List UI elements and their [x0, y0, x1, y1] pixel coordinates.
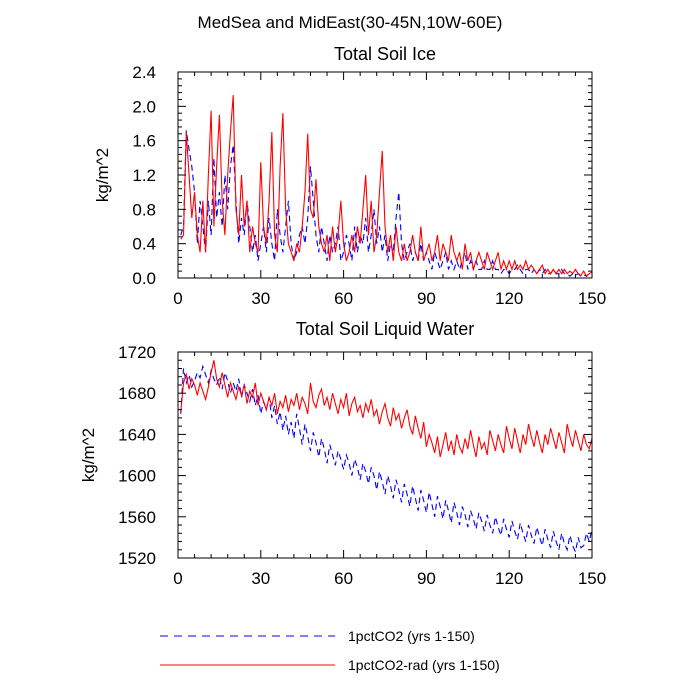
- x-tick-label: 150: [578, 289, 606, 308]
- y-tick-label: 0.4: [132, 235, 156, 254]
- x-tick-label: 120: [495, 569, 523, 588]
- series-line-red: [180, 360, 592, 458]
- figure-title: MedSea and MidEast(30-45N,10W-60E): [198, 13, 503, 32]
- legend-label: 1pctCO2 (yrs 1-150): [348, 628, 475, 644]
- y-tick-label: 0.8: [132, 200, 156, 219]
- x-tick-label: 60: [334, 289, 353, 308]
- series-line-blue: [180, 130, 592, 278]
- x-tick-label: 150: [578, 569, 606, 588]
- x-tick-label: 120: [495, 289, 523, 308]
- x-tick-label: 0: [173, 289, 182, 308]
- panel-title: Total Soil Ice: [334, 44, 436, 64]
- y-tick-label: 1.2: [132, 166, 156, 185]
- legend-label: 1pctCO2-rad (yrs 1-150): [348, 657, 500, 673]
- series-group: [180, 95, 592, 278]
- y-tick-label: 1640: [118, 425, 156, 444]
- x-tick-label: 90: [417, 289, 436, 308]
- plot-frame: [177, 351, 593, 559]
- y-tick-label: 1520: [118, 549, 156, 568]
- legend: 1pctCO2 (yrs 1-150) 1pctCO2-rad (yrs 1-15…: [160, 628, 500, 673]
- x-tick-label: 0: [173, 569, 182, 588]
- y-tick-label: 0.0: [132, 269, 156, 288]
- panel-title: Total Soil Liquid Water: [296, 319, 474, 339]
- y-tick-label: 1.6: [132, 132, 156, 151]
- series-line-red: [180, 95, 592, 278]
- x-tick-label: 60: [334, 569, 353, 588]
- y-tick-label: 1680: [118, 384, 156, 403]
- series-group: [180, 360, 592, 554]
- x-tick-label: 30: [251, 569, 270, 588]
- x-tick-label: 30: [251, 289, 270, 308]
- y-tick-label: 1560: [118, 508, 156, 527]
- series-line-blue: [180, 364, 592, 554]
- panel-total-soil-ice: Total Soil Ice kg/m^2 0 30 60 90 120 150 0.0 0.4 0…: [93, 44, 606, 308]
- plot-frame: [177, 71, 593, 279]
- y-tick-label: 1600: [118, 467, 156, 486]
- y-tick-label: 2.0: [132, 97, 156, 116]
- x-tick-label: 90: [417, 569, 436, 588]
- y-axis-label: kg/m^2: [79, 428, 98, 482]
- y-tick-label: 1720: [118, 343, 156, 362]
- y-axis-label: kg/m^2: [93, 148, 112, 202]
- y-tick-label: 2.4: [132, 63, 156, 82]
- panel-total-soil-liquid-water: Total Soil Liquid Water kg/m^2 0 30 60 90 120 1…: [79, 319, 606, 588]
